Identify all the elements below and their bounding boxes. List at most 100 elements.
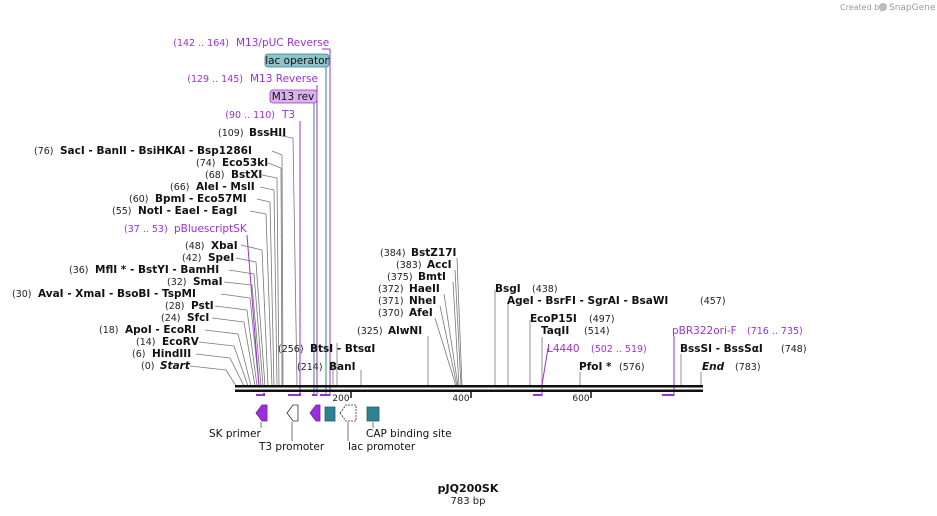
feature-connectors xyxy=(246,48,331,396)
site-pos: (748) xyxy=(781,344,807,355)
site-pos: (42) xyxy=(182,253,202,264)
site-pos: (576) xyxy=(619,362,645,373)
site-pos: (66) xyxy=(170,182,190,193)
tick-label: 200 xyxy=(332,394,349,404)
bottom-labels: SK primer T3 promoter CAP binding site l… xyxy=(209,428,452,453)
t3-range: (90 .. 110) xyxy=(225,110,275,121)
m13-rev-box xyxy=(269,89,318,104)
site-name: TaqII xyxy=(541,325,569,337)
lac-operator-box xyxy=(264,53,330,68)
site-name: Eco53kI xyxy=(222,157,268,169)
plasmid-name: pJQ200SK xyxy=(438,482,499,495)
site-name: SfcI xyxy=(187,312,209,324)
m13-rev-label: M13 rev xyxy=(272,91,315,103)
left-connectors xyxy=(189,132,298,387)
t3-label: T3 xyxy=(281,109,295,121)
mid-sites: (256) BtsI - BtsαI (214) BanI (325) AlwN… xyxy=(278,247,456,373)
site-pos: (214) xyxy=(297,362,323,373)
right-sites: BsgI (438) AgeI - BsrFI - SgrAI - BsaWI … xyxy=(495,283,807,373)
site-name: AvaI - XmaI - BsoBI - TspMI xyxy=(38,288,196,300)
m13-reverse-range: (129 .. 145) xyxy=(187,74,243,85)
ruler: 200 400 600 xyxy=(332,392,592,404)
site-pos: (109) xyxy=(218,128,244,139)
site-name: AfeI xyxy=(409,307,433,319)
snapgene-logo-icon xyxy=(879,3,887,11)
l4440-label: L4440 xyxy=(547,343,580,355)
site-pos: (74) xyxy=(196,158,216,169)
site-pos: (55) xyxy=(112,206,132,217)
site-pos: (514) xyxy=(584,326,610,337)
sk-primer-arrow-icon xyxy=(255,404,268,422)
lac-operator-block-icon xyxy=(324,406,336,422)
site-pos: (371) xyxy=(378,296,404,307)
site-pos: (60) xyxy=(129,194,149,205)
m13-puc-reverse-range: (142 .. 164) xyxy=(173,38,229,49)
site-name: XbaI xyxy=(211,240,238,252)
site-pos: (76) xyxy=(34,146,54,157)
site-name: MflI * - BstYI - BamHI xyxy=(95,264,219,276)
site-name: BstZ17I xyxy=(411,247,456,259)
m13-rev-arrow-icon xyxy=(309,404,321,422)
top-features: (142 .. 164) M13/pUC Reverse lac operato… xyxy=(173,37,329,121)
site-name: NheI xyxy=(409,295,436,307)
plasmid-title: pJQ200SK 783 bp xyxy=(438,482,499,507)
site-name: SmaI xyxy=(193,276,223,288)
site-name: HindIII xyxy=(152,348,191,360)
tick-label: 400 xyxy=(452,394,469,404)
credit-prefix: Created by xyxy=(840,3,884,12)
bottom-leaders xyxy=(260,422,374,441)
site-pos: (32) xyxy=(167,277,187,288)
site-pos: (370) xyxy=(378,308,404,319)
site-pos: (30) xyxy=(12,289,32,300)
cap-binding-site-block-icon xyxy=(366,406,380,422)
lac-operator-label: lac operator xyxy=(265,55,329,67)
site-name: PstI xyxy=(191,300,214,312)
site-name: AgeI - BsrFI - SgrAI - BsaWI xyxy=(507,295,668,307)
t3-promoter-arrow-icon xyxy=(286,404,299,422)
site-pos: (438) xyxy=(532,284,558,295)
feature-spans xyxy=(256,393,674,396)
site-pos: (28) xyxy=(165,301,185,312)
site-pos: (256) xyxy=(278,344,304,355)
site-name: BstXI xyxy=(231,169,262,181)
site-name: BtsI - BtsαI xyxy=(310,343,375,355)
site-name: BsgI xyxy=(495,283,521,295)
site-pos: (783) xyxy=(735,362,761,373)
site-pos: (36) xyxy=(69,265,89,276)
lac-promoter-label: lac promoter xyxy=(348,441,416,453)
feature-glyphs xyxy=(255,404,380,422)
end-label: End xyxy=(702,361,725,373)
site-pos: (24) xyxy=(161,313,181,324)
site-pos: (497) xyxy=(589,314,615,325)
site-name: AleI - MslI xyxy=(196,181,255,193)
site-name: BssSI - BssSαI xyxy=(680,343,763,355)
site-pos: (375) xyxy=(387,272,413,283)
m13-reverse-label: M13 Reverse xyxy=(250,73,318,85)
site-name: BanI xyxy=(329,361,355,373)
site-name: HaeII xyxy=(409,283,440,295)
cap-binding-site-label: CAP binding site xyxy=(366,428,452,440)
site-name: EcoRV xyxy=(162,336,200,348)
credit-brand: SnapGene xyxy=(889,3,936,13)
mid-connectors xyxy=(332,257,702,387)
site-name: ApoI - EcoRI xyxy=(125,324,196,336)
feature-range: (37 .. 53) xyxy=(124,224,168,235)
left-sites: (109) BssHII (76) SacI - BanII - BsiHKAI… xyxy=(12,127,286,372)
site-name: NotI - EaeI - EagI xyxy=(138,205,237,217)
tick-label: 600 xyxy=(572,394,589,404)
site-name: BmtI xyxy=(418,271,446,283)
site-pos: (0) xyxy=(141,361,154,372)
plasmid-length: 783 bp xyxy=(451,496,486,507)
site-name: EcoP15I xyxy=(530,313,577,325)
site-pos: (48) xyxy=(185,241,205,252)
site-pos: (383) xyxy=(396,260,422,271)
m13-puc-reverse-label: M13/pUC Reverse xyxy=(236,37,329,49)
site-pos: (384) xyxy=(380,248,406,259)
site-name: SpeI xyxy=(208,252,234,264)
l4440-range: (502 .. 519) xyxy=(591,344,647,355)
site-pos: (325) xyxy=(357,326,383,337)
sk-primer-label: SK primer xyxy=(209,428,261,440)
backbone xyxy=(235,385,703,392)
site-name: AlwNI xyxy=(388,325,422,337)
